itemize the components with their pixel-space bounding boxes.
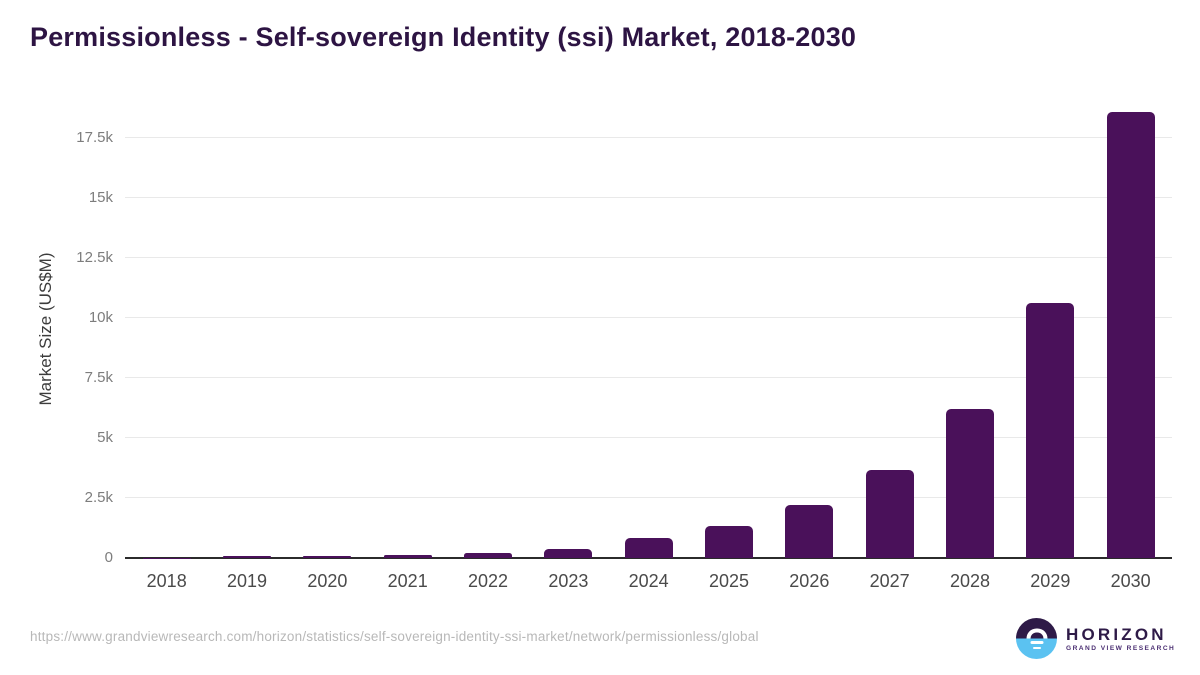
horizon-line-icon [1032,646,1041,649]
y-tick-label: 17.5k [76,129,113,147]
logo-name: HORIZON [1066,624,1167,644]
gridline [125,317,1172,319]
source-url: https://www.grandviewresearch.com/horizo… [30,629,759,644]
bar-2029[interactable] [1026,302,1075,558]
chart-title: Permissionless - Self-sovereign Identity… [30,22,857,52]
bar-2023[interactable] [544,549,593,558]
bar-2025[interactable] [705,526,753,558]
x-tick-label: 2024 [628,571,669,591]
horizon-logo[interactable]: HORIZON GRAND VIEW RESEARCH [1016,618,1175,659]
y-tick-label: 10k [88,309,113,327]
bar-2026[interactable] [785,505,834,558]
bar-2024[interactable] [624,537,673,558]
gridline [125,197,1172,199]
x-tick-label: 2029 [1030,571,1071,591]
x-tick-label: 2026 [789,571,830,591]
gridline [125,377,1172,379]
x-tick-label: 2030 [1110,571,1151,591]
y-tick-label: 2.5k [84,489,113,507]
sun-arch-icon [1026,628,1047,639]
bar-2027[interactable] [865,470,914,558]
x-tick-label: 2019 [226,571,268,591]
plot-area [125,100,1172,559]
horizon-sun-circle-icon [1016,618,1057,659]
y-tick-label: 7.5k [84,369,113,387]
bar-2019[interactable] [223,556,272,558]
logo-wordmark: HORIZON GRAND VIEW RESEARCH [1066,625,1175,653]
gridline [125,437,1172,439]
gridline [125,137,1172,139]
y-tick-label: 12.5k [76,249,113,267]
y-tick-label: 15k [88,189,113,207]
x-axis-line [125,557,1172,559]
x-tick-label: 2023 [548,571,589,591]
x-tick-label: 2020 [307,571,348,591]
x-tick-label: 2018 [146,571,187,591]
bar-2020[interactable] [303,556,352,558]
x-tick-label: 2021 [387,571,428,591]
y-tick-label: 5k [97,429,113,447]
x-tick-label: 2022 [467,571,509,591]
y-axis: 0 2.5k 5k 7.5k 10k 12.5k 15k 17.5k [0,100,113,566]
y-tick-label: 0 [104,549,113,566]
x-axis: 2018 2019 2020 2021 2022 2023 2024 2025 2026 2027… [125,571,1172,595]
bar-2021[interactable] [383,554,432,558]
x-tick-label: 2027 [869,571,910,591]
bar-2030[interactable] [1106,112,1155,558]
gridline [125,497,1172,499]
x-tick-label: 2025 [708,571,750,591]
gridline [125,257,1172,259]
bar-2028[interactable] [946,409,994,558]
logo-subtitle: GRAND VIEW RESEARCH [1066,644,1176,652]
x-tick-label: 2028 [949,571,991,591]
horizon-line-icon [1030,641,1043,644]
bar-2022[interactable] [464,552,513,558]
